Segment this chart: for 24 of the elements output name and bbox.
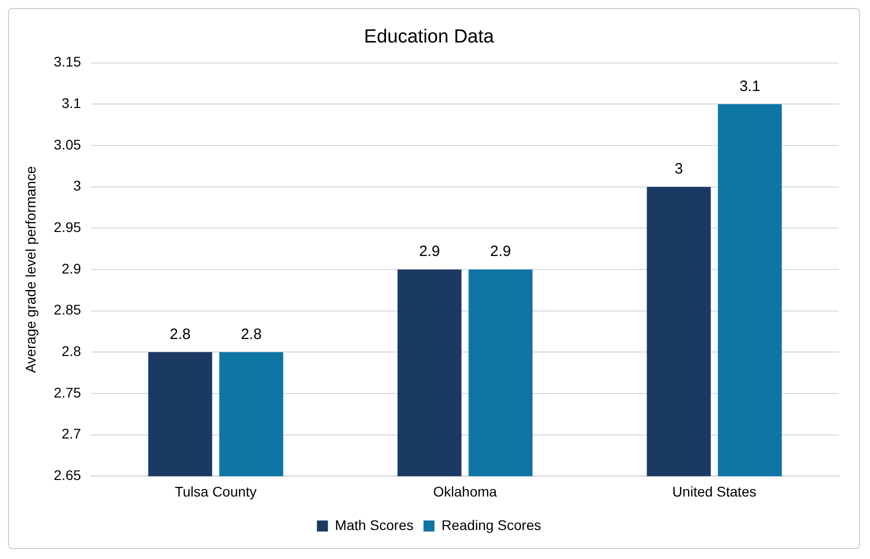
y-tick-label: 2.95 <box>54 219 82 236</box>
legend-label: Reading Scores <box>441 516 542 533</box>
data-label: 2.8 <box>170 326 191 343</box>
y-tick-label: 2.7 <box>62 426 82 442</box>
y-tick-label: 2.85 <box>54 302 82 318</box>
x-tick-label: United States <box>672 483 756 500</box>
data-label: 2.8 <box>240 326 262 343</box>
data-label: 3.1 <box>739 78 760 95</box>
y-axis-title: Average grade level performance <box>22 166 38 373</box>
x-tick-label: Oklahoma <box>433 483 498 500</box>
y-tick-label: 3.15 <box>54 54 82 70</box>
y-tick-label: 3.1 <box>62 95 82 111</box>
data-label: 2.9 <box>490 243 511 260</box>
y-tick-label: 2.75 <box>54 384 82 400</box>
y-tick-label: 2.8 <box>62 343 82 360</box>
data-label: 2.9 <box>419 243 440 260</box>
y-tick-label: 2.9 <box>62 260 82 276</box>
chart-title: Education Data <box>364 26 494 48</box>
x-tick-label: Tulsa County <box>174 483 257 500</box>
y-tick-label: 2.65 <box>54 467 82 484</box>
y-tick-label: 3 <box>73 178 82 194</box>
y-tick-label: 3.05 <box>54 136 82 152</box>
data-label: 3 <box>674 160 683 178</box>
legend-label: Math Scores <box>334 516 414 533</box>
